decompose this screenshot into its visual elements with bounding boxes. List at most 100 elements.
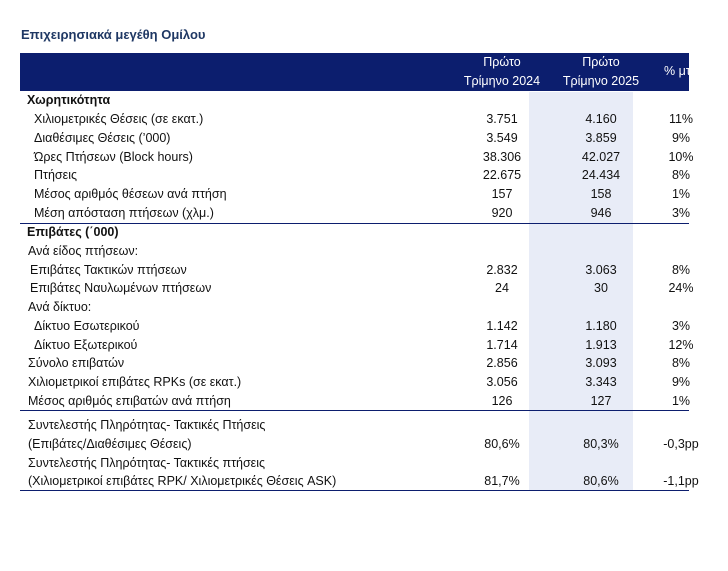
value-2025: 3.859 [585, 131, 617, 145]
value-2024: 22.675 [482, 168, 522, 182]
value-2024: 157 [491, 187, 513, 201]
value-2024: 126 [491, 394, 513, 408]
row-label: Δίκτυο Εσωτερικού [34, 319, 140, 333]
highlight-column-2025 [529, 92, 633, 490]
header-col-2024-line2: Τρίμηνο 2024 [463, 74, 541, 88]
value-change: 1% [671, 187, 691, 201]
value-2024: 1.142 [486, 319, 518, 333]
value-2025: 946 [590, 206, 612, 220]
divider [20, 223, 689, 224]
table-row: Μέσος αριθμός επιβατών ανά πτήση 126 127… [20, 392, 690, 411]
row-label: Μέσος αριθμός θέσεων ανά πτήση [34, 187, 227, 201]
table-row: Χιλιομετρικοί επιβάτες RPKs (σε εκατ.) 3… [20, 373, 690, 392]
header-col-2025-line1: Πρώτο [582, 55, 620, 69]
row-label: Μέσος αριθμός επιβατών ανά πτήση [28, 394, 231, 408]
row-label: Συντελεστής Πληρότητας- Τακτικές Πτήσεις [28, 418, 266, 432]
value-2024: 81,7% [484, 474, 520, 488]
row-label: Χιλιομετρικές Θέσεις (σε εκατ.) [34, 112, 204, 126]
table-row: Σύνολο επιβατών 2.856 3.093 8% [20, 354, 690, 373]
value-2024: 38.306 [482, 150, 522, 164]
row-label: Δίκτυο Εξωτερικού [34, 338, 138, 352]
value-2024: 3.549 [486, 131, 518, 145]
value-2024: 3.751 [486, 112, 518, 126]
table-row: Δίκτυο Εσωτερικού 1.142 1.180 3% [20, 317, 690, 336]
section-heading-passengers: Επιβάτες (΄000) [20, 223, 689, 242]
value-2025: 30 [594, 281, 608, 295]
table-row: Πτήσεις 22.675 24.434 8% [20, 166, 690, 185]
table-row: Ώρες Πτήσεων (Block hours) 38.306 42.027… [20, 148, 694, 167]
table-row: (Χιλιομετρικοί επιβάτες RPK/ Χιλιομετρικ… [20, 472, 699, 491]
divider [20, 410, 689, 411]
table-row: Επιβάτες Ναυλωμένων πτήσεων 24 30 24% [20, 279, 694, 298]
value-change: 9% [671, 375, 691, 389]
row-label: Μέση απόσταση πτήσεων (χλμ.) [34, 206, 214, 220]
row-label: Επιβάτες Ναυλωμένων πτήσεων [30, 281, 212, 295]
page-title: Επιχειρησιακά μεγέθη Ομίλου [21, 27, 206, 42]
divider [20, 490, 689, 491]
value-2024: 80,6% [484, 437, 520, 451]
value-2025: 1.913 [585, 338, 617, 352]
value-2025: 80,3% [583, 437, 619, 451]
value-2025: 80,6% [583, 474, 619, 488]
table-row: (Επιβάτες/Διαθέσιμες Θέσεις) 80,6% 80,3%… [20, 435, 699, 454]
section-heading-label: Χωρητικότητα [27, 93, 111, 107]
subsection-label: Ανά δίκτυο: [20, 298, 689, 317]
table-header: Πρώτο Τρίμηνο 2024 Πρώτο Τρίμηνο 2025 % … [20, 53, 698, 91]
value-change: 8% [671, 356, 691, 370]
section-heading-label: Επιβάτες (΄000) [27, 225, 119, 239]
value-change: 8% [671, 168, 691, 182]
header-col-2024: Πρώτο Τρίμηνο 2024 [450, 53, 554, 91]
table-row: Διαθέσιμες Θέσεις (’000) 3.549 3.859 9% [20, 129, 690, 148]
value-change: -1,1pp [663, 474, 699, 488]
value-2024: 2.832 [486, 263, 518, 277]
row-label-line2: (Χιλιομετρικοί επιβάτες RPK/ Χιλιομετρικ… [28, 474, 337, 488]
value-2024: 1.714 [486, 338, 518, 352]
row-label: Ανά είδος πτήσεων: [28, 244, 139, 258]
value-change: 11% [668, 112, 694, 126]
value-change: 10% [668, 150, 694, 164]
value-2024: 3.056 [486, 375, 518, 389]
value-2025: 42.027 [581, 150, 621, 164]
row-label: Πτήσεις [34, 168, 78, 182]
value-2025: 127 [590, 394, 612, 408]
value-2025: 158 [590, 187, 612, 201]
section-heading-capacity: Χωρητικότητα [20, 91, 689, 110]
value-change: 8% [671, 263, 691, 277]
header-col-change: % μτβ [664, 64, 698, 78]
row-label: Επιβάτες Τακτικών πτήσεων [30, 263, 187, 277]
value-change: -0,3pp [663, 437, 699, 451]
value-2024: 2.856 [486, 356, 518, 370]
row-label: Σύνολο επιβατών [28, 356, 125, 370]
row-label: Διαθέσιμες Θέσεις (’000) [34, 131, 171, 145]
value-2025: 24.434 [581, 168, 621, 182]
table-row: Συντελεστής Πληρότητας- Τακτικές Πτήσεις [20, 416, 689, 435]
value-2024: 24 [495, 281, 509, 295]
value-change: 1% [671, 394, 691, 408]
value-change: 3% [671, 319, 691, 333]
row-label: Συντελεστής Πληρότητας- Τακτικές πτήσεις [28, 456, 266, 470]
header-col-2024-line1: Πρώτο [483, 55, 521, 69]
value-change: 3% [671, 206, 691, 220]
value-2024: 920 [491, 206, 513, 220]
header-col-2025-line2: Τρίμηνο 2025 [562, 74, 640, 88]
row-label-line2: (Επιβάτες/Διαθέσιμες Θέσεις) [28, 437, 192, 451]
table-row: Επιβάτες Τακτικών πτήσεων 2.832 3.063 8% [20, 261, 690, 280]
header-col-2025: Πρώτο Τρίμηνο 2025 [549, 53, 653, 91]
value-2025: 1.180 [585, 319, 617, 333]
row-label: Ανά δίκτυο: [28, 300, 92, 314]
table-row: Μέσος αριθμός θέσεων ανά πτήση 157 158 1… [20, 185, 690, 204]
value-2025: 3.093 [585, 356, 617, 370]
value-2025: 3.063 [585, 263, 617, 277]
value-change: 24% [668, 281, 694, 295]
value-2025: 3.343 [585, 375, 617, 389]
table-row: Μέση απόσταση πτήσεων (χλμ.) 920 946 3% [20, 204, 690, 223]
value-change: 9% [671, 131, 691, 145]
table-row: Συντελεστής Πληρότητας- Τακτικές πτήσεις [20, 454, 689, 473]
table-row: Δίκτυο Εξωτερικού 1.714 1.913 12% [20, 336, 694, 355]
table-row: Χιλιομετρικές Θέσεις (σε εκατ.) 3.751 4.… [20, 110, 693, 129]
row-label: Χιλιομετρικοί επιβάτες RPKs (σε εκατ.) [28, 375, 242, 389]
value-2025: 4.160 [585, 112, 617, 126]
row-label: Ώρες Πτήσεων (Block hours) [34, 150, 193, 164]
subsection-label: Ανά είδος πτήσεων: [20, 242, 689, 261]
value-change: 12% [668, 338, 694, 352]
